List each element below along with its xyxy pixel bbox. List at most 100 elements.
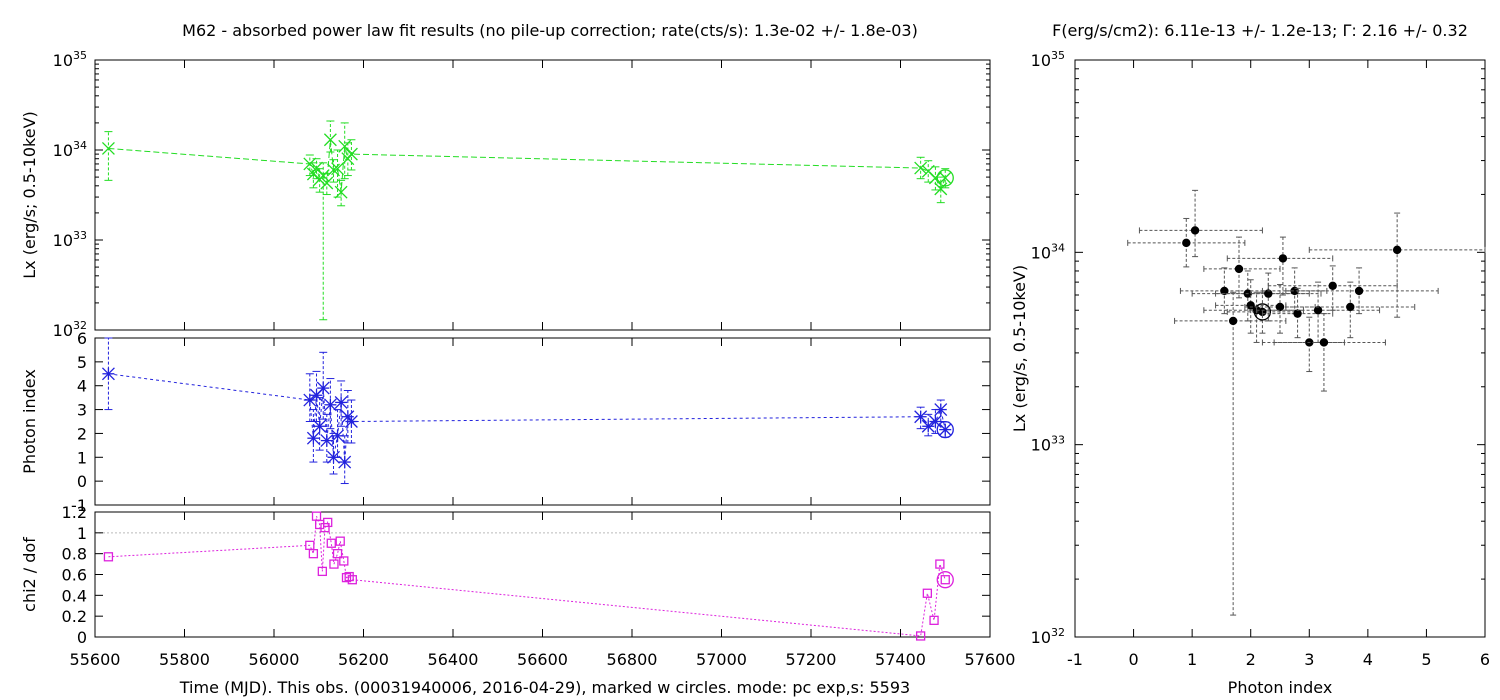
scatter-point-6: [1246, 301, 1255, 310]
chi2-panel-point-2-sq: [308, 549, 319, 559]
scatter-point-2: [1220, 286, 1229, 296]
chi2-panel-point-7-sq: [323, 517, 333, 528]
gamma-panel-point-4: [313, 419, 327, 433]
lx-panel-point-6: [320, 176, 334, 190]
lx-panel-point-3-b: [310, 161, 323, 175]
chi2-panel-point-9-sq: [329, 559, 339, 569]
scatter-xtick-label-4: 3: [1304, 650, 1314, 669]
gamma-panel-point-7: [323, 398, 337, 412]
chi2-panel-point-8: [326, 538, 336, 548]
gamma-panel-point-1: [303, 393, 317, 407]
chi2-panel-point-17-sq: [922, 588, 932, 598]
scatter-point-18: [1346, 302, 1355, 312]
scatter-point-3: [1228, 316, 1238, 326]
scatter-point-19: [1354, 286, 1364, 296]
chi2-panel-point-8-sq: [326, 538, 336, 548]
scatter-frame: [1074, 59, 1486, 638]
chi2-panel-point-18: [929, 615, 939, 625]
chi2-panel-ytick-label-5: 1: [77, 524, 87, 543]
chi2-panel-xtick-label-6: 56800: [607, 650, 658, 669]
gamma-panel-point-2: [306, 431, 320, 445]
gamma-panel-ytick-label-1: 0: [77, 472, 87, 491]
lx-panel-point-5-b: [316, 169, 330, 183]
chi2-panel-ytick-label-6: 1.2: [62, 503, 87, 522]
scatter-point-10: [1275, 302, 1285, 312]
gamma-panel-frame: [94, 337, 991, 506]
scatter-point-20: [1392, 245, 1402, 255]
scatter-point-13: [1293, 309, 1302, 318]
scatter-point-11: [1278, 254, 1288, 263]
gamma-panel-point-15: [921, 419, 935, 433]
gamma-panel-ytick-label-6: 5: [77, 353, 87, 372]
lx-panel-ytick-label-1: 1033: [53, 229, 87, 250]
gamma-panel-point-14: [914, 410, 928, 424]
chi2-panel-point-14: [344, 571, 354, 582]
gamma-panel-point-11: [338, 455, 352, 469]
chi2-panel-point-11: [335, 536, 345, 546]
chi2-panel-point-6: [320, 522, 330, 533]
gamma-panel-point-13: [344, 415, 358, 428]
scatter-xtick-label-5: 4: [1363, 650, 1373, 669]
chi2-panel-point-13-sq: [341, 572, 352, 583]
lx-panel-ytick-label-2: 1034: [53, 139, 87, 160]
scatter-xtick-label-0: -1: [1067, 650, 1083, 669]
scatter-xtick-label-2: 1: [1187, 650, 1197, 669]
chi2-panel-point-5-sq: [317, 566, 327, 577]
lx-panel-frame: [94, 59, 991, 331]
chi2-panel-ytick-label-2: 0.4: [62, 586, 87, 605]
scatter-current-circle: [1253, 303, 1272, 321]
chi2-panel-point-7: [323, 517, 333, 528]
chi2-panel-point-20-sq: [940, 575, 950, 585]
lx-panel-series-line: [108, 139, 946, 193]
chi2-panel-point-11-sq: [335, 536, 345, 546]
lx-panel-point-18: [938, 171, 952, 185]
chi2-panel-point-16-sq: [915, 631, 926, 641]
gamma-panel-point-5: [316, 381, 330, 395]
chi2-panel-point-12: [339, 556, 349, 566]
lx-panel-current-circle: [936, 169, 954, 187]
lx-panel-ylabel: Lx (erg/s; 0.5-10keV): [20, 111, 39, 279]
scatter-xtick-label-7: 6: [1480, 650, 1490, 669]
scatter-ytick-label-0: 1032: [1031, 626, 1065, 647]
chi2-panel-ytick-label-4: 0.8: [62, 545, 87, 564]
chi2-panel-xtick-label-8: 57200: [786, 650, 837, 669]
chi2-panel-xtick-label-2: 56000: [249, 650, 300, 669]
chi2-panel-point-0-sq: [103, 552, 114, 562]
chi2-panel-point-16: [915, 631, 926, 641]
lx-panel-point-11-b: [338, 139, 352, 153]
chi2-panel-xtick-label-10: 57600: [965, 650, 1016, 669]
lx-panel-point-0: [101, 142, 115, 155]
gamma-panel-ylabel: Photon index: [20, 369, 39, 474]
lx-panel-point-13: [344, 147, 358, 161]
gamma-panel-ytick-label-0: -1: [71, 496, 87, 515]
lx-panel-point-14: [914, 161, 928, 175]
left-chart-title: M62 - absorbed power law fit results (no…: [182, 21, 918, 40]
scatter-xlabel: Photon index: [1228, 678, 1333, 697]
chi2-panel-point-20: [940, 575, 950, 585]
scatter-point-9: [1264, 289, 1273, 298]
time-axis-label: Time (MJD). This obs. (00031940006, 2016…: [179, 678, 910, 697]
lx-panel-point-10: [334, 185, 348, 199]
scatter-point-12: [1290, 286, 1299, 296]
lx-panel-point-7-b: [323, 133, 337, 147]
lx-panel-point-6-b: [320, 176, 334, 190]
lx-panel-point-9: [331, 162, 345, 176]
chi2-panel-ylabel: chi2 / dof: [20, 537, 39, 612]
lx-panel-ytick-label-0: 1032: [53, 319, 87, 340]
chi2-panel-current-circle: [936, 571, 954, 589]
chi2-panel-xtick-label-7: 57000: [696, 650, 747, 669]
chi2-panel-point-18-sq: [929, 615, 939, 625]
chi2-panel-frame: [94, 511, 991, 638]
chi2-panel-xtick-label-5: 56600: [517, 650, 568, 669]
scatter-point-4: [1234, 264, 1244, 274]
lx-panel-point-1: [303, 157, 317, 171]
chi2-panel-series-line: [108, 515, 946, 637]
scatter-point-0: [1182, 238, 1191, 248]
chi2-panel-point-13: [341, 572, 352, 583]
lx-panel-point-9-b: [331, 162, 345, 176]
chi2-panel-point-14-sq: [344, 571, 354, 582]
chi2-panel-point-17: [922, 588, 932, 598]
gamma-panel-ytick-label-4: 3: [77, 401, 87, 420]
gamma-panel-ytick-label-7: 6: [77, 329, 87, 348]
lx-panel-point-16-b: [928, 171, 942, 185]
